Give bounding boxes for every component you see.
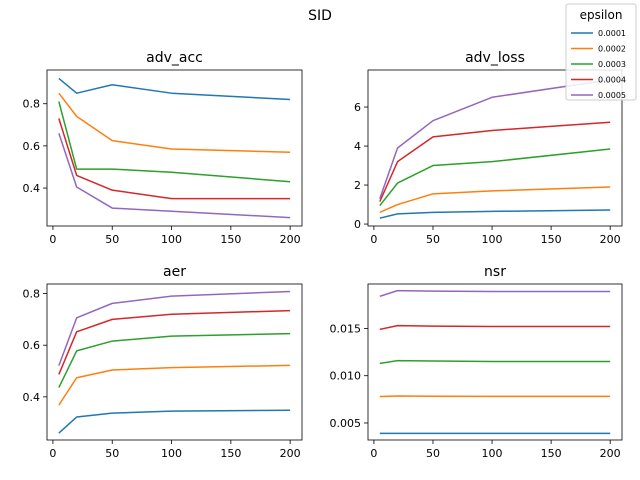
series-line-0.0004	[379, 324, 611, 331]
x-tick-label: 50	[105, 447, 119, 460]
subplot-aer: aer 0 50 100 150 200 0.4 0.6 0.8	[23, 264, 303, 460]
legend-title: epsilon	[580, 8, 623, 22]
y-tick-label: 4	[354, 140, 361, 153]
legend-box	[565, 3, 637, 101]
y-tick-label: 2	[354, 179, 361, 192]
series-line-0.0001	[379, 209, 611, 219]
x-tick-label: 0	[370, 447, 377, 460]
x-tick-label: 0	[49, 233, 56, 246]
x-tick-label: 100	[161, 447, 182, 460]
y-tick-label: 0.8	[23, 98, 41, 111]
series-line-0.0005	[58, 290, 291, 366]
series-line-0.0005	[58, 133, 291, 219]
axes-frame	[46, 283, 303, 441]
axes-frame	[367, 283, 623, 441]
subplot-adv-acc: adv_acc 0 50 100 150 200 0.4 0.6 0.8	[23, 50, 303, 246]
x-tick-label: 200	[280, 447, 301, 460]
y-tick-label: 0.015	[330, 322, 362, 335]
x-tick-label: 50	[426, 447, 440, 460]
series-line-0.0002	[58, 364, 291, 406]
legend: epsilon 0.0001 0.0002 0.0003 0.0004 0.0005	[565, 3, 637, 101]
subplot-title: nsr	[484, 264, 506, 280]
subplot-title: aer	[163, 264, 186, 280]
y-tick-label: 0.6	[23, 339, 41, 352]
series-line-0.0003	[379, 148, 611, 206]
x-tick-label: 0	[370, 233, 377, 246]
y-tick-label: 0.005	[330, 417, 362, 430]
y-tick-label: 0.4	[23, 182, 41, 195]
y-tick-label: 0.6	[23, 140, 41, 153]
series-line-0.0002	[379, 186, 611, 214]
y-tick-label: 0.010	[330, 370, 362, 383]
y-tick-label: 0	[354, 218, 361, 231]
subplot-nsr: nsr 0 50 100 150 200 0.005 0.010 0.015	[330, 264, 623, 460]
series-line-0.0004	[379, 121, 611, 202]
x-tick-label: 100	[482, 233, 503, 246]
subplot-title: adv_acc	[146, 50, 203, 66]
series-line-0.0001	[58, 409, 291, 434]
series-line-0.0004	[58, 309, 291, 375]
legend-entry: 0.0004	[598, 76, 626, 85]
x-tick-label: 150	[220, 447, 241, 460]
legend-entry: 0.0001	[598, 29, 626, 38]
series-line-0.0003	[58, 332, 291, 388]
figure-title: SID	[308, 8, 332, 24]
x-tick-label: 100	[161, 233, 182, 246]
series-line-0.0005	[379, 289, 611, 298]
series-line-0.0003	[379, 359, 611, 365]
legend-entry: 0.0003	[598, 60, 626, 69]
legend-entry: 0.0005	[598, 91, 626, 100]
x-tick-label: 200	[280, 233, 301, 246]
x-tick-label: 150	[541, 447, 562, 460]
x-tick-label: 200	[600, 233, 621, 246]
series-line-0.0002	[58, 92, 291, 153]
subplot-title: adv_loss	[465, 50, 525, 66]
subplot-adv-loss: adv_loss 0 50 100 150 200 0 2 4 6	[354, 50, 623, 246]
x-tick-label: 150	[220, 233, 241, 246]
y-tick-label: 0.8	[23, 288, 41, 301]
x-tick-label: 50	[105, 233, 119, 246]
legend-entry: 0.0002	[598, 45, 626, 54]
series-line-0.0001	[58, 77, 291, 101]
series-line-0.0003	[58, 101, 291, 183]
x-tick-label: 150	[541, 233, 562, 246]
x-tick-label: 100	[482, 447, 503, 460]
series-line-0.0004	[58, 118, 291, 200]
x-tick-label: 50	[426, 233, 440, 246]
x-tick-label: 200	[600, 447, 621, 460]
axes-frame	[367, 69, 623, 227]
y-tick-label: 0.4	[23, 391, 41, 404]
x-tick-label: 0	[49, 447, 56, 460]
axes-frame	[46, 69, 303, 227]
series-line-0.0005	[379, 79, 611, 199]
y-tick-label: 6	[354, 101, 361, 114]
